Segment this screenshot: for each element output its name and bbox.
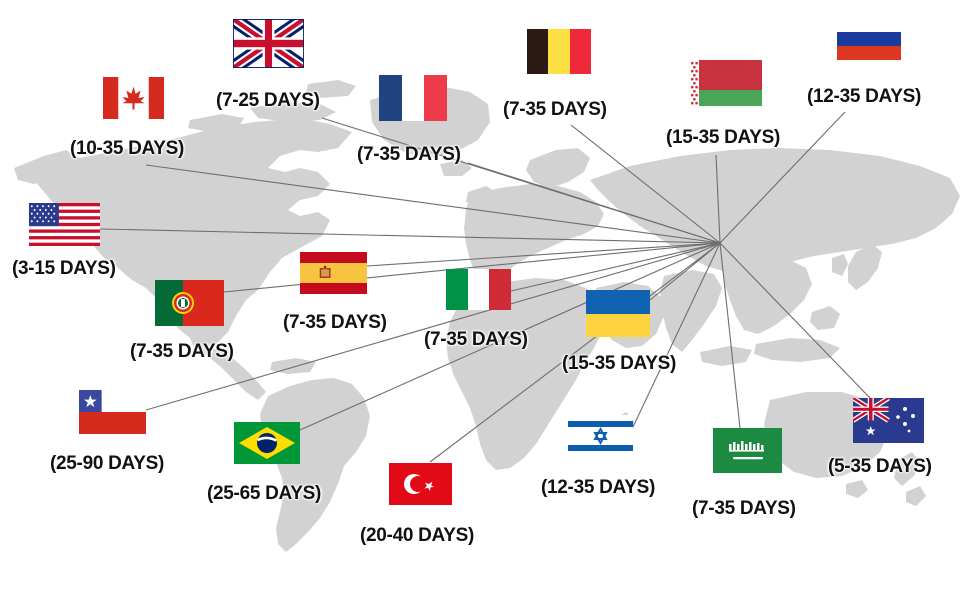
belgium-flag	[527, 29, 591, 74]
delivery-label-israel: (12-35 DAYS)	[541, 477, 655, 498]
delivery-label-russia: (12-35 DAYS)	[807, 86, 921, 107]
united-kingdom-flag	[233, 19, 304, 68]
delivery-label-saudi-arabia: (7-35 DAYS)	[692, 498, 796, 519]
delivery-label-spain: (7-35 DAYS)	[283, 312, 387, 333]
delivery-label-belarus: (15-35 DAYS)	[666, 127, 780, 148]
delivery-label-canada: (10-35 DAYS)	[70, 138, 184, 159]
belarus-flag	[690, 60, 762, 106]
delivery-label-portugal: (7-35 DAYS)	[130, 341, 234, 362]
delivery-label-brazil: (25-65 DAYS)	[207, 483, 321, 504]
delivery-label-belgium: (7-35 DAYS)	[503, 99, 607, 120]
israel-flag	[568, 415, 633, 457]
italy-flag	[446, 269, 511, 310]
delivery-label-united-states: (3-15 DAYS)	[12, 258, 116, 279]
spain-flag	[300, 252, 367, 294]
saudi-arabia-flag	[713, 428, 782, 473]
delivery-label-ukraine: (15-35 DAYS)	[562, 353, 676, 374]
delivery-label-italy: (7-35 DAYS)	[424, 329, 528, 350]
delivery-label-france: (7-35 DAYS)	[357, 144, 461, 165]
delivery-label-chile: (25-90 DAYS)	[50, 453, 164, 474]
canada-flag	[103, 77, 164, 119]
turkey-flag	[389, 463, 452, 505]
delivery-label-australia: (5-35 DAYS)	[828, 456, 932, 477]
russia-flag	[837, 18, 901, 60]
united-states-flag	[29, 203, 100, 246]
ukraine-flag	[586, 290, 650, 337]
delivery-label-united-kingdom: (7-25 DAYS)	[216, 90, 320, 111]
portugal-flag	[155, 280, 224, 326]
australia-flag	[853, 398, 924, 443]
delivery-label-turkey: (20-40 DAYS)	[360, 525, 474, 546]
chile-flag	[79, 390, 146, 434]
brazil-flag	[234, 422, 300, 464]
france-flag	[379, 75, 447, 121]
